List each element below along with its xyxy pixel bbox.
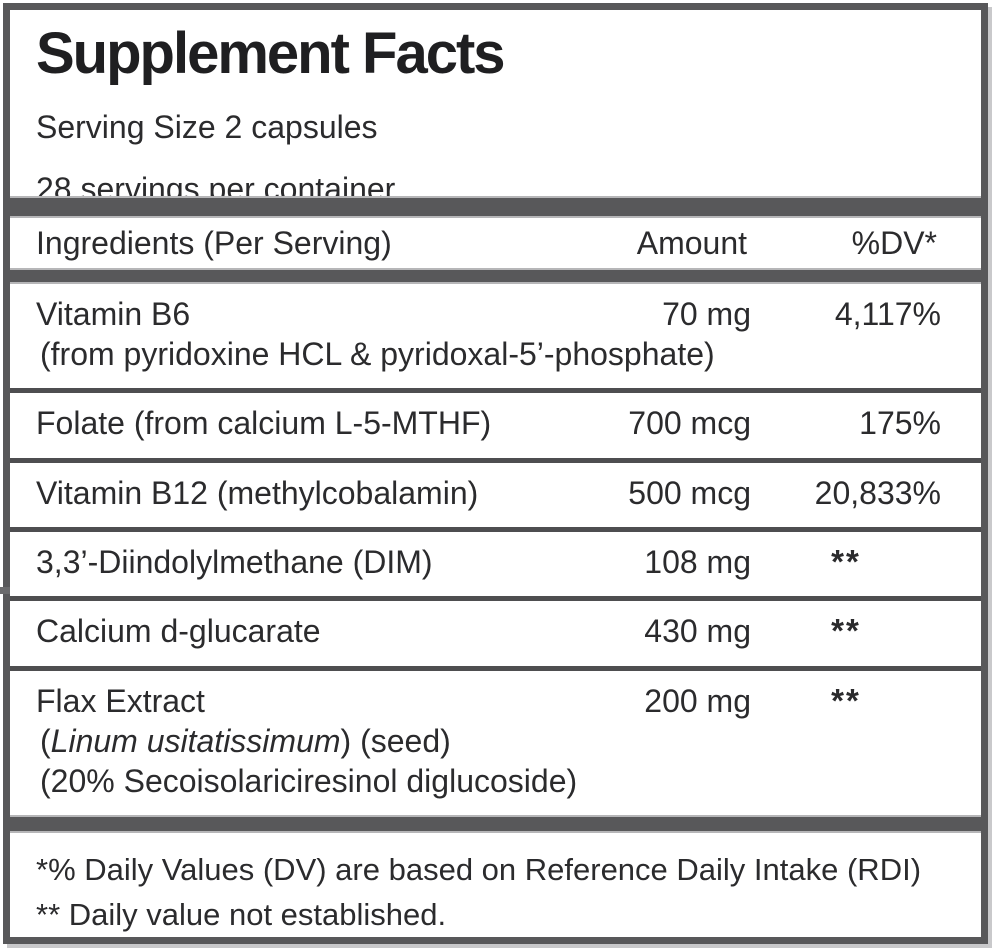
ingredient-rows: Vitamin B6 70 mg 4,117% (from pyridoxine… [10,284,981,815]
ingredient-detail-line: (20% Secoisolariciresinol diglucoside) [36,761,981,801]
ingredient-dv: ** [831,542,861,580]
ingredient-row: Folate (from calcium L-5-MTHF) 700 mcg 1… [10,388,981,458]
ingredient-amount: 430 mg [644,613,751,650]
ingredient-row: Vitamin B12 (methylcobalamin) 500 mcg 20… [10,457,981,527]
separator-bar-bottom [10,815,981,833]
footnotes-section: *% Daily Values (DV) are based on Refere… [10,833,981,937]
ingredient-name: Folate (from calcium L-5-MTHF) [36,405,492,442]
ingredient-amount: 200 mg [644,682,751,719]
column-header-dv: %DV* [851,224,937,261]
supplement-facts-label: Supplement Facts Serving Size 2 capsules… [3,3,988,944]
ingredient-row-main: 3,3’-Diindolylmethane (DIM) 108 mg ** [36,542,981,582]
ingredient-name: Vitamin B12 (methylcobalamin) [36,474,479,511]
column-header-amount: Amount [636,224,747,261]
detail-text: ( [40,722,51,759]
separator-bar-header [10,268,981,284]
ingredient-detail-line: (from pyridoxine HCL & pyridoxal-5’-phos… [36,334,981,374]
ingredient-amount: 108 mg [644,543,751,580]
left-edge-tick-artifact [0,587,10,594]
ingredient-row: Calcium d-glucarate 430 mg ** [10,596,981,666]
ingredient-row: Flax Extract 200 mg ** (Linum usitatissi… [10,665,981,815]
ingredient-row-main: Vitamin B12 (methylcobalamin) 500 mcg 20… [36,473,981,513]
footnote-dv: *% Daily Values (DV) are based on Refere… [36,852,922,887]
ingredient-dv: 20,833% [814,474,941,511]
column-header-row: Ingredients (Per Serving) Amount %DV* [10,218,981,268]
label-header-section: Supplement Facts Serving Size 2 capsules… [10,10,981,207]
detail-text: ) (seed) [340,722,451,759]
latin-name-italic: Linum usitatissimum [50,722,341,759]
ingredient-name: 3,3’-Diindolylmethane (DIM) [36,543,433,580]
ingredient-name: Flax Extract [36,682,205,719]
ingredient-name: Calcium d-glucarate [36,613,321,650]
separator-bar-top [10,196,981,218]
ingredient-row: 3,3’-Diindolylmethane (DIM) 108 mg ** [10,526,981,597]
detail-text: (20% Secoisolariciresinol diglucoside) [40,762,578,799]
ingredient-row-main: Flax Extract 200 mg ** [36,681,981,721]
ingredient-amount: 700 mcg [628,405,751,442]
ingredient-dv: 175% [859,405,941,442]
detail-text: (from pyridoxine HCL & pyridoxal-5’-phos… [40,336,715,372]
serving-size-text: Serving Size 2 capsules [36,108,378,145]
column-header-ingredients: Ingredients (Per Serving) [36,224,392,261]
ingredient-dv: 4,117% [834,296,941,332]
ingredient-dv: ** [831,681,861,719]
ingredient-name: Vitamin B6 [36,296,191,332]
label-title: Supplement Facts [36,21,506,86]
ingredient-row: Vitamin B6 70 mg 4,117% (from pyridoxine… [10,284,981,389]
ingredient-row-main: Folate (from calcium L-5-MTHF) 700 mcg 1… [36,403,981,443]
ingredient-amount: 70 mg [662,296,751,332]
ingredient-detail-line: (Linum usitatissimum) (seed) [36,721,981,761]
ingredient-amount: 500 mcg [628,474,751,511]
ingredient-row-main: Calcium d-glucarate 430 mg ** [36,611,981,651]
footnote-not-established: ** Daily value not established. [36,897,447,932]
ingredient-dv: ** [831,612,861,650]
ingredient-row-main: Vitamin B6 70 mg 4,117% [36,294,981,334]
